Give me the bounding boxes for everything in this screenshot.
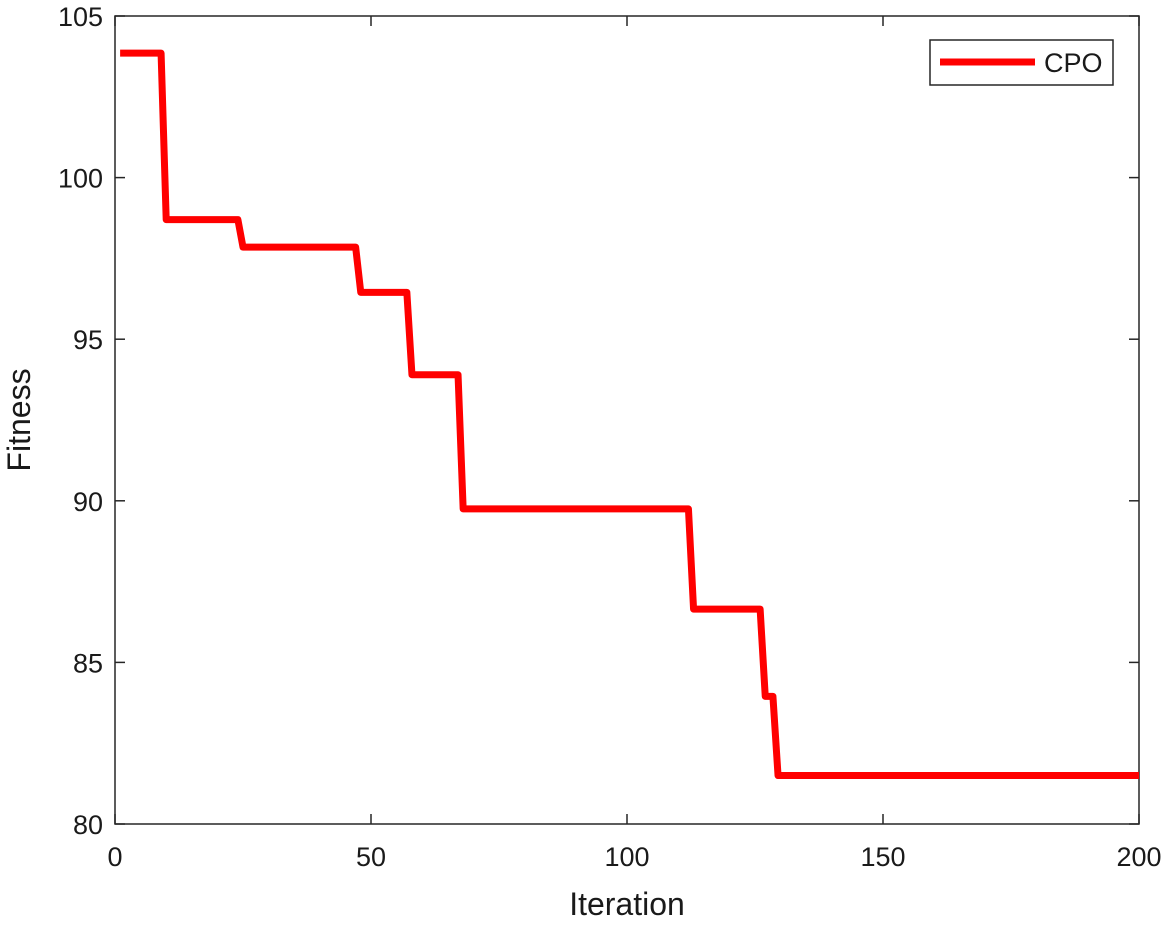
axis-tick-labels: 0 50 100 150 200 80 85 90 95 100 105 <box>58 2 1162 872</box>
x-tick-label: 0 <box>107 842 122 872</box>
x-tick-label: 100 <box>604 842 649 872</box>
y-tick-label: 80 <box>73 810 103 840</box>
series-line-cpo <box>120 49 1139 780</box>
legend-label-cpo: CPO <box>1044 48 1103 78</box>
y-tick-label: 105 <box>58 2 103 32</box>
x-tick-label: 200 <box>1116 842 1161 872</box>
x-tick-label: 50 <box>356 842 386 872</box>
x-tick-label: 150 <box>860 842 905 872</box>
y-tick-label: 85 <box>73 648 103 678</box>
x-axis-label: Iteration <box>569 886 685 922</box>
y-tick-label: 90 <box>73 487 103 517</box>
axis-ticks <box>114 15 1140 825</box>
legend: CPO <box>929 39 1114 86</box>
y-axis-label: Fitness <box>1 368 37 471</box>
y-tick-label: 100 <box>58 164 103 194</box>
y-tick-label: 95 <box>73 325 103 355</box>
plot-area <box>114 15 1140 825</box>
